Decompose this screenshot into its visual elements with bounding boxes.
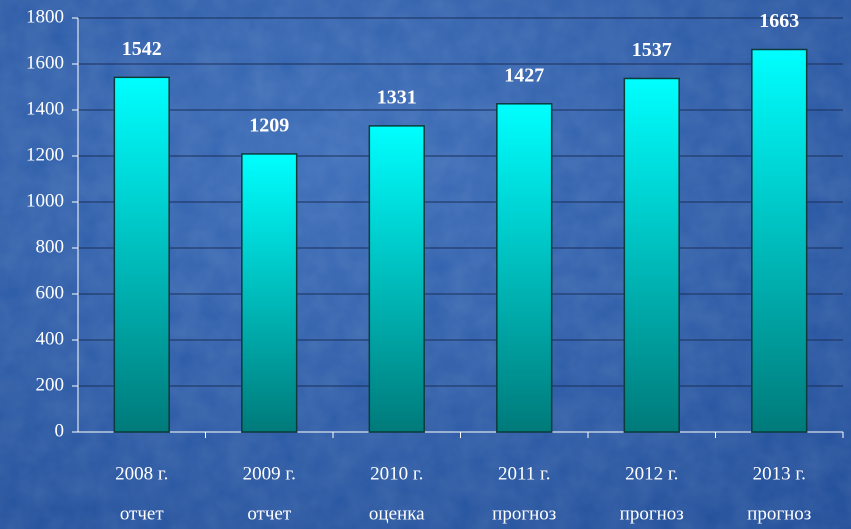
y-tick-label: 1800 [26,6,64,27]
y-tick-label: 400 [36,328,65,349]
x-tick-label: отчет [120,503,165,524]
bar [751,48,808,433]
x-tick-label: прогноз [747,503,811,524]
bar [241,153,298,433]
x-tick-label: 2008 г. [115,463,168,484]
y-tick-label: 200 [36,374,65,395]
value-label: 1209 [249,115,289,137]
x-tick-label: 2011 г. [498,463,550,484]
x-tick-label: отчет [247,503,292,524]
y-tick-label: 800 [36,236,65,257]
value-label: 1537 [632,39,672,61]
x-tick-label: 2010 г. [370,463,423,484]
value-label: 1542 [122,38,162,60]
x-tick-label: прогноз [492,503,556,524]
bar [496,103,553,433]
y-tick-label: 600 [36,282,65,303]
y-tick-label: 0 [55,420,65,441]
x-tick-label: оценка [369,503,425,524]
value-label: 1427 [504,64,544,86]
x-tick-label: 2012 г. [625,463,678,484]
x-tick-label: прогноз [620,503,684,524]
y-tick-label: 1200 [26,144,64,165]
value-label: 1331 [377,86,417,108]
bar [368,125,425,433]
y-tick-label: 1400 [26,98,64,119]
bar [623,77,680,433]
y-tick-label: 1600 [26,52,64,73]
x-tick-label: 2013 г. [753,463,806,484]
y-tick-label: 1000 [26,190,64,211]
bar [113,76,170,433]
value-label: 1663 [759,10,799,32]
x-tick-label: 2009 г. [243,463,296,484]
